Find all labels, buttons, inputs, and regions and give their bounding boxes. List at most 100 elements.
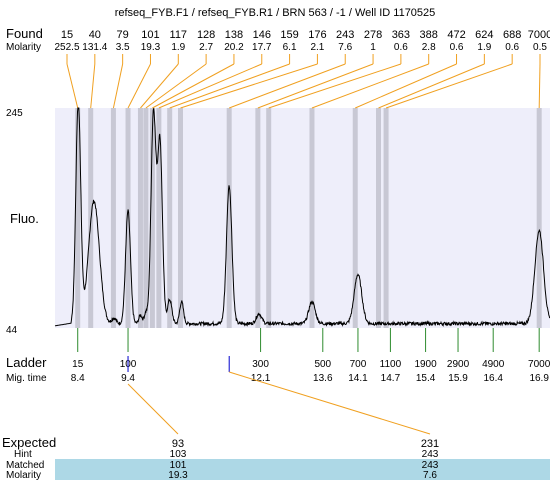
peak-band [352, 108, 358, 328]
found-size-label: 15 [61, 29, 73, 41]
expected-matched-label: 243 [422, 460, 439, 471]
found-connector-lower [158, 63, 262, 109]
peak-band [75, 108, 81, 328]
found-molarity-label: 131.4 [82, 42, 107, 53]
fluorescence-trace [54, 107, 550, 328]
found-connector-lower [257, 63, 374, 109]
ladder-time-label: 15.4 [416, 373, 436, 384]
ladder-time-label: 16.4 [483, 373, 503, 384]
peak-band [125, 108, 131, 328]
ladder-time-label: 14.1 [348, 373, 368, 384]
found-size-label: 128 [197, 29, 215, 41]
found-row-label: Found [6, 26, 43, 41]
found-molarity-label: 3.5 [116, 42, 130, 53]
found-connector-lower [355, 63, 457, 109]
found-connector-lower [378, 63, 485, 109]
chart-marks: 15252.540131.4793.510119.31171.91282.713… [54, 29, 550, 480]
y-axis-title: Fluo. [10, 211, 39, 226]
expected-connector [127, 383, 179, 435]
found-size-label: 159 [280, 29, 298, 41]
expected-molarity-label: 7.6 [423, 470, 437, 480]
found-molarity-label: 7.6 [338, 42, 352, 53]
ladder-size-label: 1100 [380, 359, 402, 370]
ladder-size-label: 300 [252, 359, 269, 370]
ladder-time-label: 14.7 [381, 373, 401, 384]
found-size-label: 472 [447, 29, 465, 41]
peak-band [536, 108, 542, 328]
found-molarity-label: 2.1 [310, 42, 324, 53]
expected-molarity-label: 19.3 [168, 470, 188, 480]
found-size-label: 176 [308, 29, 326, 41]
expected-matched-label: 101 [170, 460, 187, 471]
found-connector-lower [152, 63, 235, 109]
peak-band [376, 108, 382, 328]
molarity-row-highlight [55, 469, 550, 480]
found-molarity-label: 0.6 [450, 42, 464, 53]
found-molarity-label: 0.5 [533, 42, 547, 53]
ladder-time-label: 12.1 [251, 373, 271, 384]
found-molarity-label: 1.9 [477, 42, 491, 53]
peak-band [167, 108, 173, 328]
peak-band [309, 108, 315, 328]
found-connector-lower [169, 63, 290, 109]
found-size-label: 278 [364, 29, 382, 41]
found-molarity-label: 2.7 [199, 42, 213, 53]
expected-hint-label: 103 [170, 449, 187, 460]
chart-title: refseq_FYB.F1 / refseq_FYB.R1 / BRN 563 … [115, 7, 436, 19]
ladder-time-label: 8.4 [71, 373, 85, 384]
found-molarity-label: 20.2 [224, 42, 244, 53]
peak-band [383, 108, 389, 328]
peak-band [110, 108, 116, 328]
found-size-label: 117 [170, 29, 188, 41]
found-connector-lower [268, 63, 402, 109]
mig-time-row-label: Mig. time [6, 373, 47, 384]
y-axis-min-label: 44 [6, 325, 18, 336]
found-connector-lower [229, 63, 346, 109]
molarity-bottom-row-label: Molarity [6, 470, 41, 480]
found-molarity-label: 19.3 [141, 42, 161, 53]
expected-row-label: Expected [2, 435, 56, 450]
found-molarity-label: 0.6 [505, 42, 519, 53]
found-connector-lower [311, 63, 429, 109]
found-connector-lower [385, 63, 513, 109]
found-connector-lower [90, 63, 96, 109]
hint-row-label: Hint [14, 449, 32, 460]
matched-row-label: Matched [6, 460, 44, 471]
matched-row-highlight [55, 459, 550, 470]
ladder-size-label: 15 [72, 359, 84, 370]
found-connector-lower [140, 63, 179, 109]
found-size-label: 688 [503, 29, 521, 41]
ladder-size-label: 2900 [447, 359, 470, 370]
ladder-time-label: 16.9 [529, 373, 549, 384]
found-connector-lower [127, 63, 151, 109]
found-molarity-label: 17.7 [252, 42, 272, 53]
found-connector-lower [66, 63, 79, 109]
found-size-label: 138 [225, 29, 243, 41]
ladder-size-label: 700 [350, 359, 367, 370]
ladder-size-label: 4900 [482, 359, 505, 370]
found-size-label: 146 [253, 29, 271, 41]
found-connector-lower [145, 63, 207, 109]
found-size-label: 624 [475, 29, 493, 41]
found-molarity-label: 1.9 [171, 42, 185, 53]
peak-band [143, 108, 149, 328]
found-connector-lower [538, 63, 541, 109]
peak-band [156, 108, 162, 328]
expected-size-label: 231 [421, 438, 439, 450]
ladder-size-label: 1900 [414, 359, 437, 370]
ladder-row-label: Ladder [6, 355, 47, 370]
expected-hint-label: 243 [422, 449, 439, 460]
plot-area [55, 108, 550, 328]
found-connector-lower [112, 63, 124, 109]
found-size-label: 363 [392, 29, 410, 41]
found-molarity-label: 1 [370, 42, 376, 53]
ladder-size-label: 500 [314, 359, 331, 370]
found-molarity-label: 2.8 [422, 42, 436, 53]
found-size-label: 7000 [528, 29, 550, 41]
peak-band [178, 108, 184, 328]
peak-band [149, 108, 155, 328]
found-size-label: 388 [420, 29, 438, 41]
expected-size-label: 93 [172, 438, 184, 450]
molarity-row-label: Molarity [6, 42, 41, 53]
